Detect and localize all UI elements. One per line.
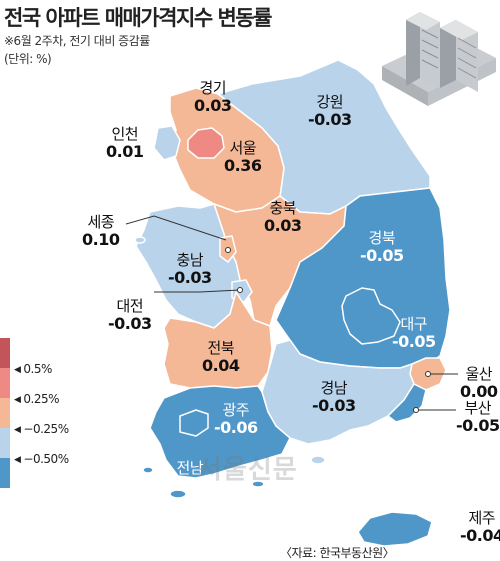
region-value: -0.05: [360, 246, 404, 266]
region-name: 대전: [116, 297, 144, 315]
region-name: 경남: [320, 379, 348, 397]
region-name: 인천: [111, 125, 139, 143]
region-incheon: [153, 125, 181, 161]
label-gangwon: 강원 -0.03: [308, 93, 352, 130]
label-gyeonggi: 경기 0.03: [194, 79, 232, 116]
label-chungbuk: 충북 0.03: [264, 199, 302, 236]
region-value: 0.01: [106, 142, 144, 162]
region-value: -0.03: [168, 268, 212, 288]
building-illustration-icon: [382, 12, 496, 106]
newspaper-watermark: 서울신문: [198, 455, 298, 485]
label-daejeon: 대전 -0.03: [108, 297, 152, 334]
region-name: 전남: [176, 459, 204, 477]
region-value: -0.05: [168, 476, 212, 496]
region-value: -0.06: [214, 418, 258, 438]
region-name: 경북: [368, 229, 396, 247]
region-value: 0.04: [202, 356, 240, 376]
region-value: -0.03: [108, 314, 152, 334]
legend-swatch-low: [0, 458, 10, 488]
legend-swatch-mid-high: [0, 398, 10, 428]
legend-label: −0.25%: [14, 422, 69, 436]
region-name: 경기: [199, 79, 227, 97]
legend-swatch-very-high: [0, 338, 10, 368]
label-seoul: 서울 0.36: [224, 139, 262, 176]
region-daegu: [341, 287, 401, 345]
region-name: 제주: [468, 509, 496, 527]
region-name: 전북: [207, 339, 235, 357]
data-source: 〈자료: 한국부동산원〉: [280, 546, 395, 560]
region-value: 0.00: [460, 382, 498, 402]
region-busan: [387, 383, 427, 423]
region-value: 0.10: [82, 230, 120, 250]
region-name: 부산: [464, 399, 492, 417]
region-value: 0.36: [224, 156, 262, 176]
unit-note: (단위: %): [4, 52, 52, 66]
legend-swatch-mid-low: [0, 428, 10, 458]
label-jeonnam: 전남 -0.05: [168, 459, 212, 496]
region-jeju: [357, 511, 433, 547]
region-value: 0.03: [194, 96, 232, 116]
label-incheon: 인천 0.01: [106, 125, 144, 162]
map-title: 전국 아파트 매매가격지수 변동률: [4, 6, 272, 30]
region-value: -0.04: [460, 526, 500, 546]
busan-dot: [413, 407, 419, 413]
label-gyeongnam: 경남 -0.03: [312, 379, 356, 416]
sejong-dot: [225, 247, 231, 253]
label-gyeongbuk: 경북 -0.05: [360, 229, 404, 266]
label-gwangju: 광주 -0.06: [214, 401, 258, 438]
region-name: 강원: [316, 93, 344, 111]
region-name: 충남: [176, 251, 204, 269]
region-jeonbuk: [163, 291, 273, 389]
label-busan: 부산 -0.05: [456, 399, 500, 436]
label-sejong: 세종 0.10: [82, 213, 120, 250]
region-value: -0.05: [456, 416, 500, 436]
region-name: 울산: [465, 365, 493, 383]
label-chungnam: 충남 -0.03: [168, 251, 212, 288]
region-jeonnam: [149, 385, 291, 479]
region-name: 광주: [222, 401, 250, 419]
region-value: -0.05: [392, 332, 436, 352]
region-value: -0.03: [308, 110, 352, 130]
region-name: 세종: [87, 213, 115, 231]
legend-label: 0.25%: [14, 392, 59, 406]
daejeon-dot: [237, 287, 243, 293]
daejeon-leader-line: [154, 289, 241, 293]
region-seoul: [187, 127, 225, 159]
label-ulsan: 울산 0.00: [460, 365, 498, 402]
region-value: -0.03: [312, 396, 356, 416]
label-daegu: 대구 -0.05: [392, 315, 436, 352]
ulsan-dot: [425, 371, 431, 377]
label-jeonbuk: 전북 0.04: [202, 339, 240, 376]
sejong-leader-line: [125, 215, 227, 241]
region-name: 서울: [229, 139, 257, 157]
region-name: 대구: [400, 315, 428, 333]
legend-label: −0.50%: [14, 452, 69, 466]
region-gwangju: [179, 409, 209, 437]
legend-swatch-high: [0, 368, 10, 398]
region-value: 0.03: [264, 216, 302, 236]
period-note: ※6월 2주차, 전기 대비 증감률: [4, 34, 150, 48]
legend-label: 0.5%: [14, 362, 52, 376]
region-name: 충북: [269, 199, 297, 217]
label-jeju: 제주 -0.04: [460, 509, 500, 546]
